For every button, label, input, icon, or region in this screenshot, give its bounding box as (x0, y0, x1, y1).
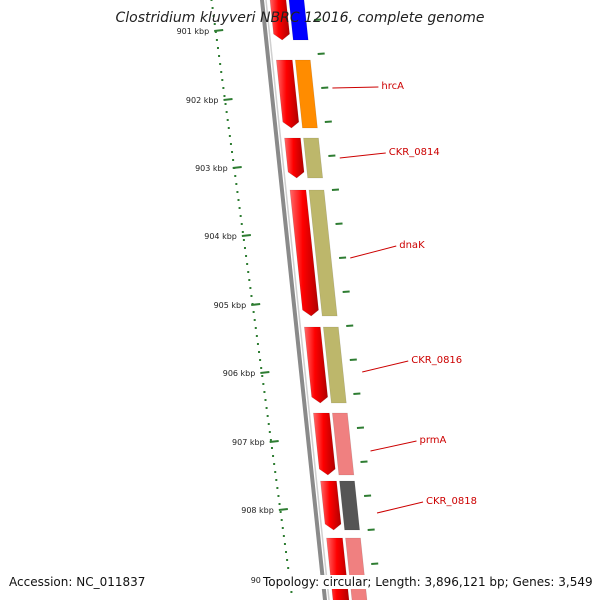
genome-backbone (259, 0, 330, 600)
outer-tick (324, 120, 332, 123)
gene-bar (303, 137, 324, 179)
outer-tick (360, 460, 368, 463)
outer-tick (364, 494, 372, 497)
outer-tick (353, 392, 361, 395)
outer-tick (328, 154, 336, 157)
gene-bar (294, 59, 318, 129)
gene-label: prmA (420, 435, 447, 446)
outer-tick (339, 256, 347, 259)
kbp-tick-label: 902 kbp (186, 96, 219, 105)
gene-label: CKR_0818 (426, 496, 477, 507)
outer-tick (371, 562, 379, 565)
kbp-tick-label: 906 kbp (223, 369, 256, 378)
kbp-tick-label: 908 kbp (241, 506, 274, 515)
major-tick (251, 303, 261, 306)
cds-arrow (304, 326, 329, 404)
cds-arrow (284, 137, 305, 179)
outer-tick (356, 426, 365, 429)
gene-label: dnaK (399, 240, 425, 251)
outer-tick (346, 324, 354, 327)
cds-arrow (269, 0, 290, 41)
gene-bar (308, 189, 338, 317)
outer-tick (317, 52, 325, 55)
gene-bar (332, 412, 355, 476)
outer-tick (314, 18, 322, 21)
cds-arrow (320, 480, 342, 531)
outer-tick (321, 86, 329, 89)
page-title: Clostridium kluyveri NBRC 12016, complet… (115, 10, 485, 26)
outer-tick (335, 222, 343, 225)
outer-tick (349, 358, 357, 361)
kbp-tick-label: 907 kbp (232, 438, 265, 447)
major-tick (232, 166, 242, 169)
major-tick (214, 29, 224, 32)
gene-label: CKR_0816 (411, 355, 462, 366)
major-tick (278, 508, 288, 511)
kbp-tick-label: 905 kbp (214, 301, 247, 310)
topology-summary: Topology: circular; Length: 3,896,121 bp… (261, 575, 593, 589)
gene-bar (339, 480, 360, 531)
cds-arrow (326, 537, 350, 600)
cds-arrow (313, 412, 336, 476)
gene-bar (323, 326, 347, 404)
callout-line (332, 86, 379, 89)
outer-tick (367, 528, 375, 531)
gene-bar (345, 537, 368, 600)
gene-label: CKR_0814 (389, 147, 440, 158)
cds-arrow (289, 189, 319, 317)
major-tick (260, 371, 270, 374)
major-tick (223, 98, 233, 101)
callout-line (362, 360, 409, 373)
callout-line (376, 501, 424, 514)
gene-bar (288, 0, 309, 41)
outer-tick (331, 188, 340, 191)
kbp-tick-label: 903 kbp (195, 164, 228, 173)
gene-labels: hrcA CKR_0814 dnaK CKR_0816 prmA CKR_0818 (332, 81, 477, 514)
kbp-tick-label: 901 kbp (177, 27, 210, 36)
backbone-shadow (265, 0, 330, 600)
callout-line (370, 440, 417, 452)
backbone-line (259, 0, 328, 600)
outer-tick (342, 290, 350, 293)
major-tick (241, 234, 251, 237)
kbp-tick-label: 904 kbp (204, 232, 237, 241)
callout-line (350, 245, 397, 259)
callout-line (339, 152, 386, 159)
accession-text: Accession: NC_011837 (9, 575, 146, 589)
gene-label: hrcA (381, 81, 404, 92)
major-tick (269, 440, 279, 443)
cds-arrow (275, 59, 300, 129)
